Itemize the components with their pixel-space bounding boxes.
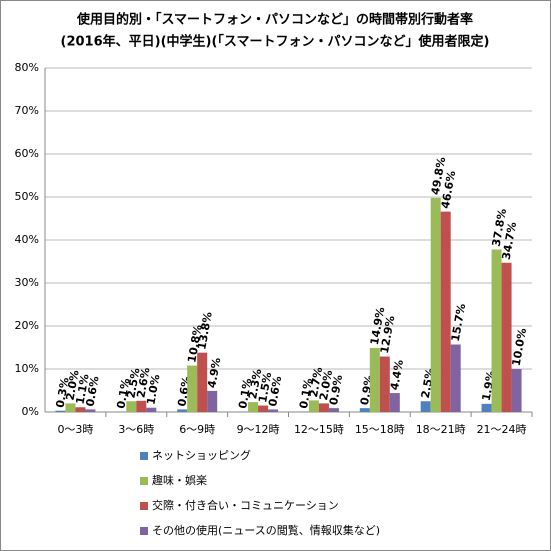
bar bbox=[450, 344, 461, 412]
x-tick-label: 3～6時 bbox=[118, 423, 154, 436]
y-tick-label: 40% bbox=[15, 233, 39, 246]
bar bbox=[55, 410, 66, 412]
y-tick-label: 60% bbox=[15, 147, 39, 160]
bar bbox=[359, 408, 370, 412]
y-tick-label: 30% bbox=[15, 276, 39, 289]
legend-swatch bbox=[140, 527, 148, 535]
value-label: 1.0% bbox=[144, 373, 162, 405]
value-label: 1.1% bbox=[74, 373, 92, 405]
bar bbox=[258, 405, 269, 412]
x-tick-label: 6～9時 bbox=[179, 423, 215, 436]
bar bbox=[126, 401, 137, 412]
legend-swatch bbox=[140, 477, 148, 485]
bar bbox=[511, 369, 522, 412]
bar bbox=[389, 393, 400, 412]
bar bbox=[430, 197, 441, 412]
y-tick-label: 0% bbox=[22, 405, 39, 418]
bar bbox=[85, 409, 96, 412]
x-tick-label: 15～18時 bbox=[355, 423, 405, 436]
bar bbox=[75, 407, 86, 412]
bar bbox=[65, 403, 76, 412]
chart-subtitle: (2016年、平日)(中学生)(「スマートフォン・パソコンなど」使用者限定) bbox=[61, 34, 490, 50]
y-tick-label: 50% bbox=[15, 190, 39, 203]
value-label: 4.4% bbox=[388, 359, 406, 391]
value-label: 0.6% bbox=[84, 375, 102, 407]
legend-label: 趣味・娯楽 bbox=[152, 473, 207, 487]
value-label: 2.3% bbox=[246, 368, 264, 400]
bar bbox=[187, 365, 198, 412]
value-label: 2.6% bbox=[134, 367, 152, 399]
bar bbox=[177, 409, 188, 412]
bar bbox=[420, 401, 431, 412]
x-tick-label: 12～15時 bbox=[294, 423, 344, 436]
legend-label: 交際・付き合い・コミュニケーション bbox=[152, 498, 339, 512]
bar bbox=[207, 390, 218, 412]
x-tick-label: 0～3時 bbox=[57, 423, 93, 436]
legend-swatch bbox=[140, 502, 148, 510]
value-label: 2.5% bbox=[124, 367, 142, 399]
legend-swatch bbox=[140, 452, 148, 460]
y-tick-label: 80% bbox=[15, 61, 39, 74]
bar bbox=[308, 400, 319, 412]
bar bbox=[501, 262, 512, 412]
x-tick-label: 18～21時 bbox=[416, 423, 466, 436]
value-label: 49.8% bbox=[429, 156, 448, 196]
chart-title: 使用目的別・「スマートフォン・パソコンなど」の時間帯別行動者率 bbox=[76, 12, 473, 28]
value-label: 1.5% bbox=[256, 371, 274, 403]
bar bbox=[379, 356, 390, 412]
bar bbox=[318, 403, 329, 412]
legend-label: その他の使用(ニュースの閲覧、情報収集など) bbox=[152, 523, 380, 537]
value-label: 2.7% bbox=[307, 366, 325, 398]
bar bbox=[369, 347, 380, 412]
bar bbox=[146, 407, 157, 412]
value-label: 0.9% bbox=[327, 374, 345, 406]
value-label: 4.9% bbox=[205, 357, 223, 389]
y-tick-label: 10% bbox=[15, 362, 39, 375]
value-label: 0.1% bbox=[236, 377, 254, 409]
y-tick-label: 70% bbox=[15, 104, 39, 117]
bar bbox=[328, 408, 339, 412]
bar bbox=[197, 352, 208, 412]
y-tick-label: 20% bbox=[15, 319, 39, 332]
bar bbox=[440, 211, 451, 412]
bar bbox=[491, 249, 502, 412]
legend-label: ネットショッピング bbox=[152, 448, 251, 462]
x-tick-label: 9～12時 bbox=[237, 423, 280, 436]
x-tick-label: 21～24時 bbox=[477, 423, 527, 436]
bar bbox=[136, 400, 147, 412]
bar bbox=[268, 409, 279, 412]
bar bbox=[248, 402, 259, 412]
bar bbox=[481, 403, 492, 412]
value-label: 0.3% bbox=[54, 376, 72, 408]
value-label: 2.0% bbox=[317, 369, 335, 401]
value-label: 2.0% bbox=[64, 369, 82, 401]
value-label: 0.6% bbox=[266, 375, 284, 407]
